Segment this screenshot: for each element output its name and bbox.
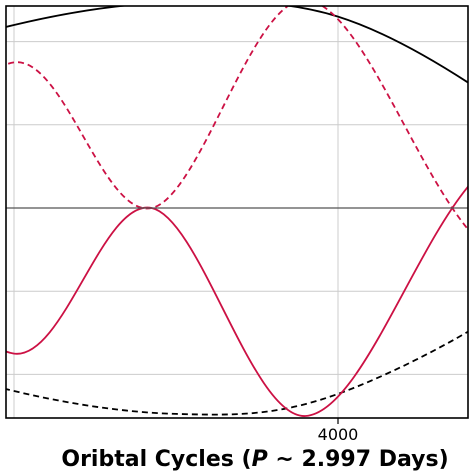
x-ticks: 040006000800010000 — [318, 418, 359, 444]
series-group — [6, 6, 468, 417]
x-tick-label: 4000 — [318, 425, 359, 444]
x-axis-label: Oribtal Cycles (P ~ 2.997 Days) — [61, 447, 448, 472]
plot-frame — [5, 5, 469, 419]
series-line-1 — [6, 6, 468, 84]
series-line-2 — [6, 330, 468, 416]
grid-lines — [6, 6, 468, 418]
